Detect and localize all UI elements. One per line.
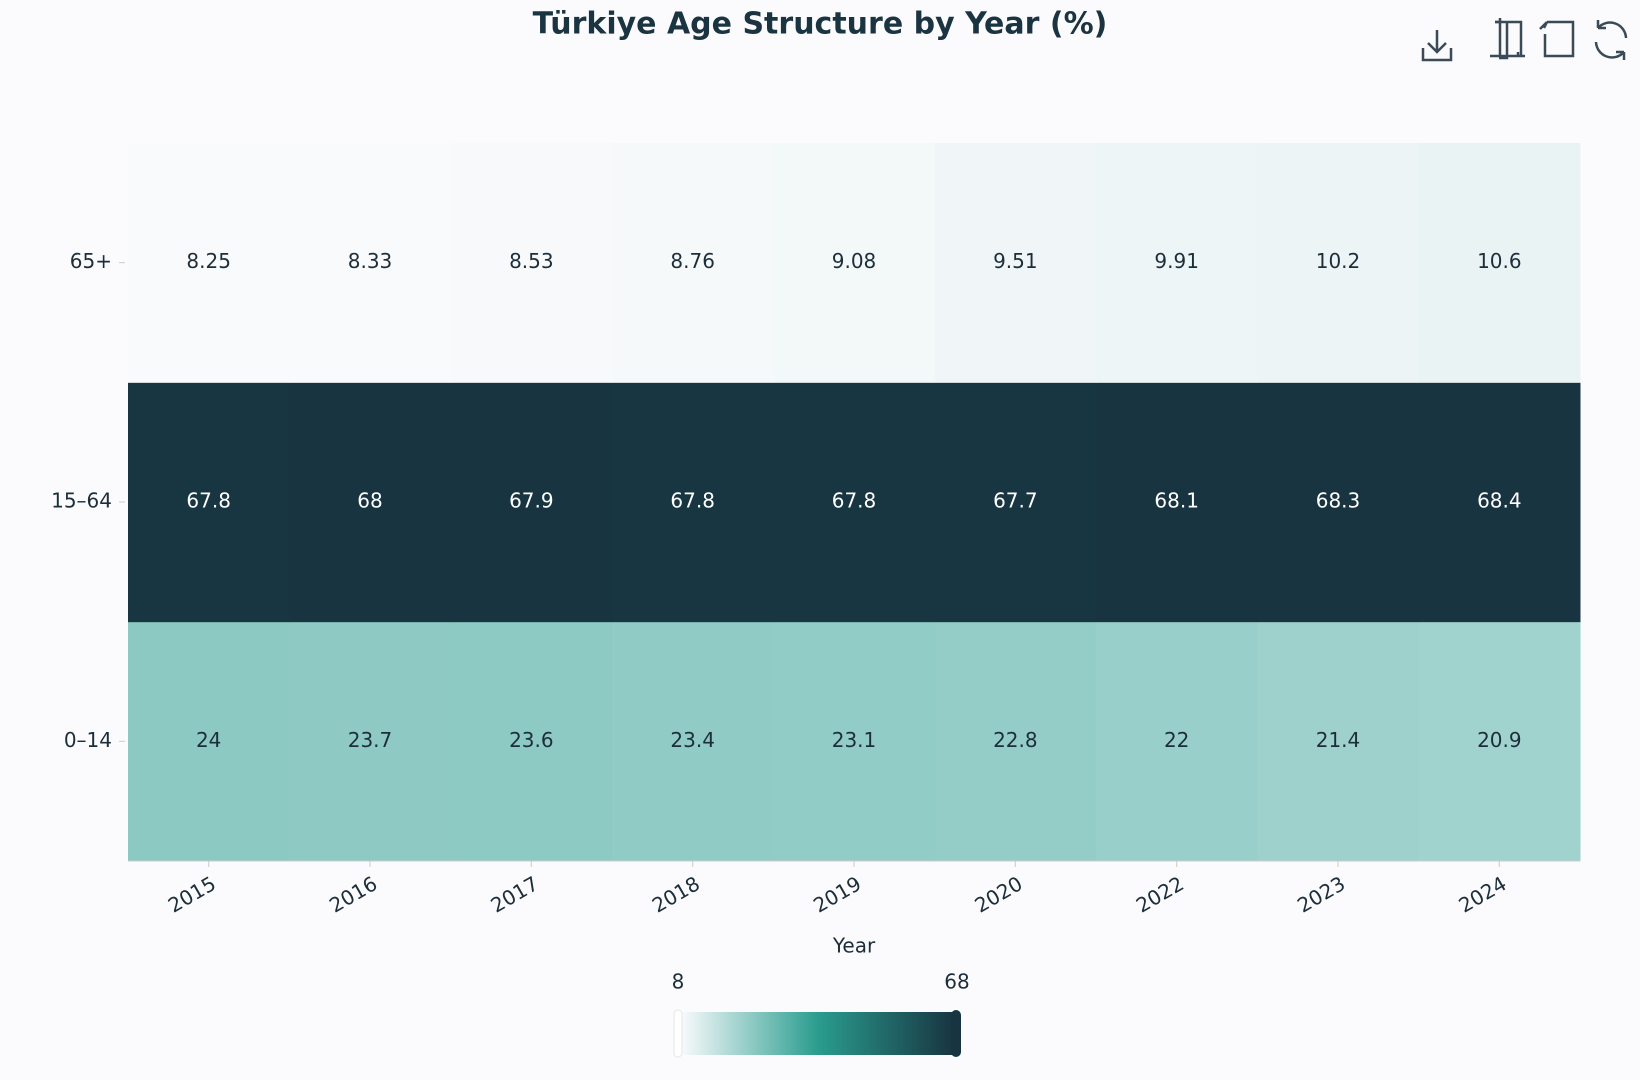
cell-label: 23.6: [509, 728, 554, 752]
x-tick-label: 2017: [486, 871, 542, 917]
heatmap-cell: [1418, 143, 1581, 383]
heatmap-cell: [128, 143, 290, 383]
cell-label: 8.33: [348, 249, 393, 273]
heatmap-cell: [128, 621, 290, 862]
heatmap-cell: [1096, 143, 1258, 383]
x-tick-label: 2024: [1454, 871, 1510, 917]
download-button[interactable]: [1421, 30, 1453, 62]
cell-label: 23.7: [348, 728, 393, 752]
cell-label: 9.08: [832, 249, 877, 273]
heatmap-cell: [1257, 621, 1420, 862]
heatmap-cell: [1257, 143, 1420, 383]
chart-title: Türkiye Age Structure by Year (%): [533, 7, 1108, 42]
x-axis-title: Year: [832, 934, 876, 958]
heatmap-cell: [934, 382, 1097, 623]
heatmap-cell: [934, 143, 1097, 383]
y-tick-label: 0–14: [64, 728, 112, 752]
x-tick-label: 2022: [1132, 871, 1188, 917]
toolbox: [1421, 18, 1628, 62]
cell-label: 8.53: [509, 249, 554, 273]
cell-label: 23.1: [832, 728, 877, 752]
cell-label: 9.51: [993, 249, 1038, 273]
heatmap-cell: [1418, 382, 1581, 623]
y-tick-label: 15–64: [51, 489, 112, 513]
cell-label: 22.8: [993, 728, 1038, 752]
cell-label: 22: [1164, 728, 1189, 752]
heatmap-cell: [450, 621, 613, 862]
cell-label: 8.76: [670, 249, 715, 273]
undo-button[interactable]: [1539, 20, 1575, 58]
colorbar-handle-max[interactable]: [951, 1010, 961, 1057]
crop-button[interactable]: [1490, 18, 1525, 60]
cell-label: 67.7: [993, 489, 1038, 513]
cell-label: 8.25: [186, 249, 231, 273]
cell-label: 10.2: [1316, 249, 1361, 273]
heatmap-cell: [450, 382, 613, 623]
cell-label: 23.4: [670, 728, 715, 752]
x-tick-label: 2018: [648, 871, 704, 917]
heatmap-cell: [612, 143, 774, 383]
x-tick-label: 2020: [970, 871, 1026, 917]
cell-label: 10.6: [1477, 249, 1522, 273]
x-tick-label: 2019: [809, 871, 865, 917]
y-tick-label: 65+: [70, 249, 112, 273]
heatmap-cell: [289, 143, 452, 383]
colorbar: [680, 1012, 955, 1055]
cell-label: 24: [196, 728, 221, 752]
cell-label: 68.4: [1477, 489, 1522, 513]
heatmap-cell: [289, 382, 452, 623]
cell-label: 67.9: [509, 489, 554, 513]
heatmap-cell: [773, 621, 936, 862]
cell-label: 9.91: [1154, 249, 1199, 273]
cell-label: 68.1: [1154, 489, 1199, 513]
heatmap-cell: [934, 621, 1097, 862]
heatmap-cell: [1096, 382, 1258, 623]
cell-label: 20.9: [1477, 728, 1522, 752]
x-tick-label: 2016: [325, 871, 381, 917]
heatmap-cell: [612, 621, 774, 862]
colorbar-min-label: 8: [672, 970, 685, 994]
heatmap-cell: [773, 143, 936, 383]
cell-label: 68.3: [1316, 489, 1361, 513]
heatmap-cell: [1418, 621, 1581, 862]
x-tick-label: 2023: [1293, 871, 1349, 917]
colorbar-handle-min[interactable]: [673, 1009, 683, 1058]
x-tick-label: 2015: [164, 871, 220, 917]
heatmap-cell: [1257, 382, 1420, 623]
heatmap-cell: [450, 143, 613, 383]
colorbar-max-label: 68: [944, 970, 969, 994]
cell-label: 67.8: [670, 489, 715, 513]
heatmap-cell: [1096, 621, 1258, 862]
cell-label: 68: [357, 489, 382, 513]
cell-label: 21.4: [1316, 728, 1361, 752]
heatmap-cell: [128, 382, 290, 623]
heatmap-cell: [289, 621, 452, 862]
cell-label: 67.8: [832, 489, 877, 513]
heatmap-cell: [773, 382, 936, 623]
cell-label: 67.8: [186, 489, 231, 513]
heatmap-cell: [612, 382, 774, 623]
restore-button[interactable]: [1594, 20, 1628, 60]
